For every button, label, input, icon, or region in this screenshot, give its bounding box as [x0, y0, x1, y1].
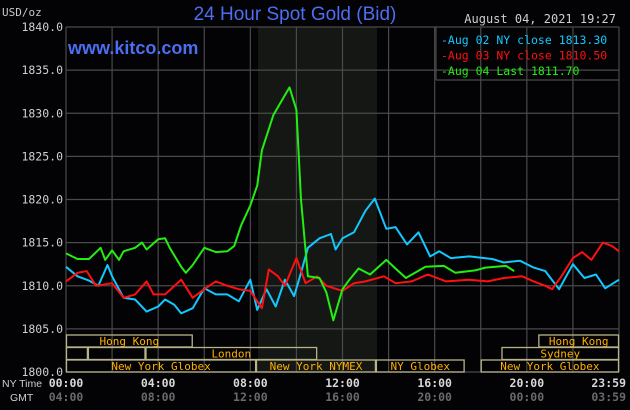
timestamp: August 04, 2021 19:27 [464, 12, 616, 26]
gmt-axis-label: GMT [10, 392, 34, 404]
session-label: Hong Kong [549, 335, 609, 348]
y-tick-label: 1805.0 [21, 322, 63, 336]
x-tick-label-ny: 23:59 [591, 376, 626, 390]
y-tick-label: 1835.0 [21, 63, 63, 77]
legend-entry: -Aug 04 Last 1811.70 [441, 64, 580, 78]
series-line-1 [65, 197, 620, 315]
y-tick-label: 1820.0 [21, 193, 63, 207]
session-label: Sydney [540, 348, 580, 361]
x-tick-label-ny: 12:00 [325, 376, 360, 390]
session-label: Hong Kong [100, 335, 160, 348]
x-tick-label-gmt: 16:00 [325, 390, 360, 404]
y-tick-label: 1830.0 [21, 106, 63, 120]
x-tick-label-ny: 00:00 [49, 376, 84, 390]
x-tick-label-gmt: 20:00 [417, 390, 452, 404]
x-tick-label-gmt: 12:00 [233, 390, 268, 404]
chart-title: 24 Hour Spot Gold (Bid) [193, 4, 397, 25]
x-tick-label-ny: 08:00 [233, 376, 268, 390]
session-box [480, 359, 620, 373]
y-tick-label: 1840.0 [21, 20, 63, 34]
x-tick-label-gmt: 04:00 [49, 390, 84, 404]
x-tick-label-ny: 20:00 [510, 376, 545, 390]
session-box [65, 359, 257, 373]
x-tick-label-gmt: 08:00 [141, 390, 176, 404]
session-label: New York NYMEX [270, 360, 363, 373]
session-box [87, 346, 146, 361]
session-box [375, 359, 465, 373]
session-box [255, 359, 377, 373]
website-watermark[interactable]: www.kitco.com [68, 38, 199, 58]
legend-entry: -Aug 02 NY close 1813.30 [441, 33, 607, 47]
unit-label: USD/oz [2, 6, 42, 19]
session-label: New York Globex [500, 360, 600, 373]
x-tick-label-ny: 16:00 [417, 376, 452, 390]
series-line-2 [65, 241, 620, 310]
legend-entry: -Aug 03 NY close 1810.50 [441, 49, 607, 63]
session-label: New York Globex [111, 360, 211, 373]
ny-time-axis-label: NY Time [2, 378, 42, 390]
session-box [65, 346, 89, 361]
y-tick-label: 1815.0 [21, 236, 63, 250]
y-tick-label: 1825.0 [21, 149, 63, 163]
x-tick-label-gmt: 00:00 [510, 390, 545, 404]
x-tick-label-ny: 04:00 [141, 376, 176, 390]
y-tick-label: 1800.0 [21, 365, 63, 379]
series-line-3 [65, 86, 515, 322]
session-label: London [211, 348, 251, 361]
session-label: NY Globex [390, 360, 450, 373]
x-tick-label-gmt: 03:59 [591, 390, 626, 404]
y-tick-label: 1810.0 [21, 279, 63, 293]
